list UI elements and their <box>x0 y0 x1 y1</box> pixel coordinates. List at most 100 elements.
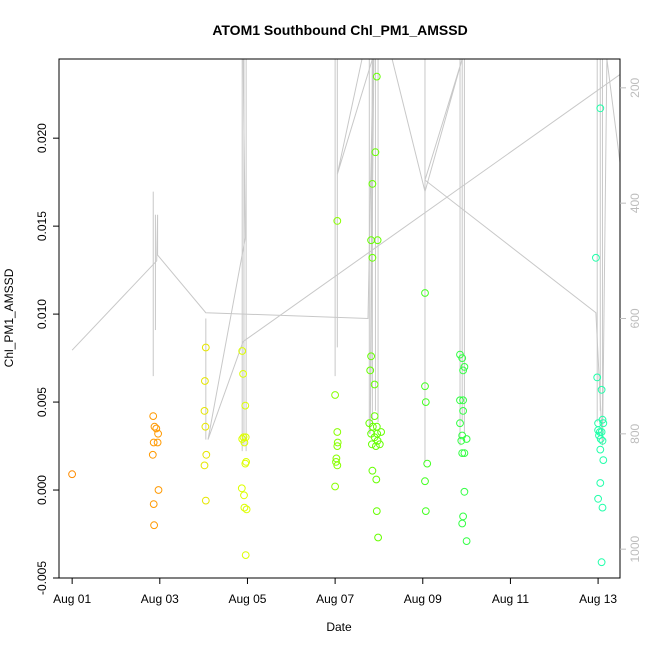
data-point <box>237 484 246 493</box>
data-point <box>240 503 249 512</box>
data-point <box>375 440 384 449</box>
x-tick-label: Aug 01 <box>53 592 91 606</box>
y-tick-label: 0.005 <box>35 387 49 417</box>
data-point <box>459 396 468 405</box>
data-point <box>201 496 210 505</box>
data-point <box>462 537 471 545</box>
data-point <box>423 459 432 468</box>
data-point <box>149 412 158 421</box>
data-point <box>367 236 376 245</box>
data-point <box>372 72 381 81</box>
y-tick-label: 0.015 <box>35 211 49 241</box>
data-point <box>458 449 467 458</box>
data-point <box>368 180 377 188</box>
data-point <box>596 104 605 113</box>
secondary-line <box>71 59 620 446</box>
data-point <box>332 458 340 466</box>
data-point <box>377 428 386 436</box>
data-point <box>372 507 381 516</box>
data-point <box>597 558 606 567</box>
data-point <box>421 382 429 391</box>
data-point <box>639 492 646 499</box>
data-point <box>152 424 161 433</box>
data-point <box>240 491 248 500</box>
data-point <box>459 407 468 415</box>
data-point <box>148 450 157 459</box>
data-point <box>333 217 342 225</box>
data-point <box>68 470 76 479</box>
data-point <box>598 503 607 512</box>
x-tick-label: Aug 07 <box>316 592 354 606</box>
y-tick-label: -0.005 <box>35 561 49 595</box>
data-point <box>374 533 383 542</box>
plot-frame <box>58 58 621 579</box>
y-tick-label: 0.020 <box>35 123 49 153</box>
data-point <box>200 407 209 415</box>
data-point <box>241 401 250 410</box>
y-axis-label: Chl_PM1_AMSSD <box>2 268 16 367</box>
data-point <box>370 380 379 389</box>
data-point <box>599 419 608 428</box>
data-point <box>596 479 605 487</box>
data-point <box>367 352 376 361</box>
data-point <box>598 415 607 424</box>
data-point <box>638 488 645 495</box>
data-point <box>596 445 605 454</box>
data-point <box>149 500 158 509</box>
data-point <box>596 435 605 443</box>
data-point <box>201 343 210 352</box>
data-point <box>459 366 468 375</box>
data-point <box>598 436 607 445</box>
data-point <box>333 461 342 470</box>
right-y-tick-label: 600 <box>628 308 642 328</box>
data-point <box>368 466 377 475</box>
x-axis-label: Date <box>326 620 352 634</box>
data-point <box>636 263 643 270</box>
data-point <box>421 477 429 486</box>
data-point <box>200 461 209 470</box>
data-point <box>592 253 600 262</box>
data-point <box>638 464 645 471</box>
right-y-tick-label: 800 <box>628 424 642 444</box>
data-point <box>371 148 380 157</box>
data-point <box>421 398 430 407</box>
data-point <box>460 487 469 496</box>
data-point <box>154 486 163 494</box>
data-point <box>593 373 602 382</box>
data-point <box>239 370 248 378</box>
data-point <box>421 289 429 297</box>
data-point <box>242 505 251 514</box>
data-point <box>201 422 210 431</box>
x-tick-label: Aug 13 <box>579 592 617 606</box>
data-point <box>202 450 211 459</box>
x-tick-label: Aug 09 <box>404 592 442 606</box>
data-point <box>456 396 464 405</box>
data-point <box>154 429 163 438</box>
data-point <box>201 377 209 385</box>
data-point <box>241 459 250 468</box>
data-point <box>368 253 377 262</box>
data-point <box>372 442 380 451</box>
data-point <box>149 438 158 447</box>
data-point <box>333 428 342 436</box>
data-point <box>150 521 159 530</box>
data-point <box>241 551 250 559</box>
data-point <box>459 512 468 521</box>
data-point <box>456 419 464 428</box>
right-y-tick-label: 400 <box>628 193 642 213</box>
data-point <box>240 438 249 447</box>
y-tick-label: 0.000 <box>35 475 49 505</box>
data-point <box>462 435 471 443</box>
y-tick-label: 0.010 <box>35 299 49 329</box>
data-point <box>331 482 340 491</box>
data-point <box>638 504 645 511</box>
data-point <box>153 438 162 447</box>
x-tick-label: Aug 11 <box>492 592 529 606</box>
x-tick-label: Aug 03 <box>141 592 179 606</box>
data-point <box>457 436 466 445</box>
data-point <box>421 507 430 516</box>
data-point <box>594 494 602 503</box>
plot-area: Aug 01 Aug 03 Aug 05 Aug 07 Aug 09 Aug 11 Aug … <box>35 58 646 606</box>
x-tick-label: Aug 05 <box>228 592 266 606</box>
